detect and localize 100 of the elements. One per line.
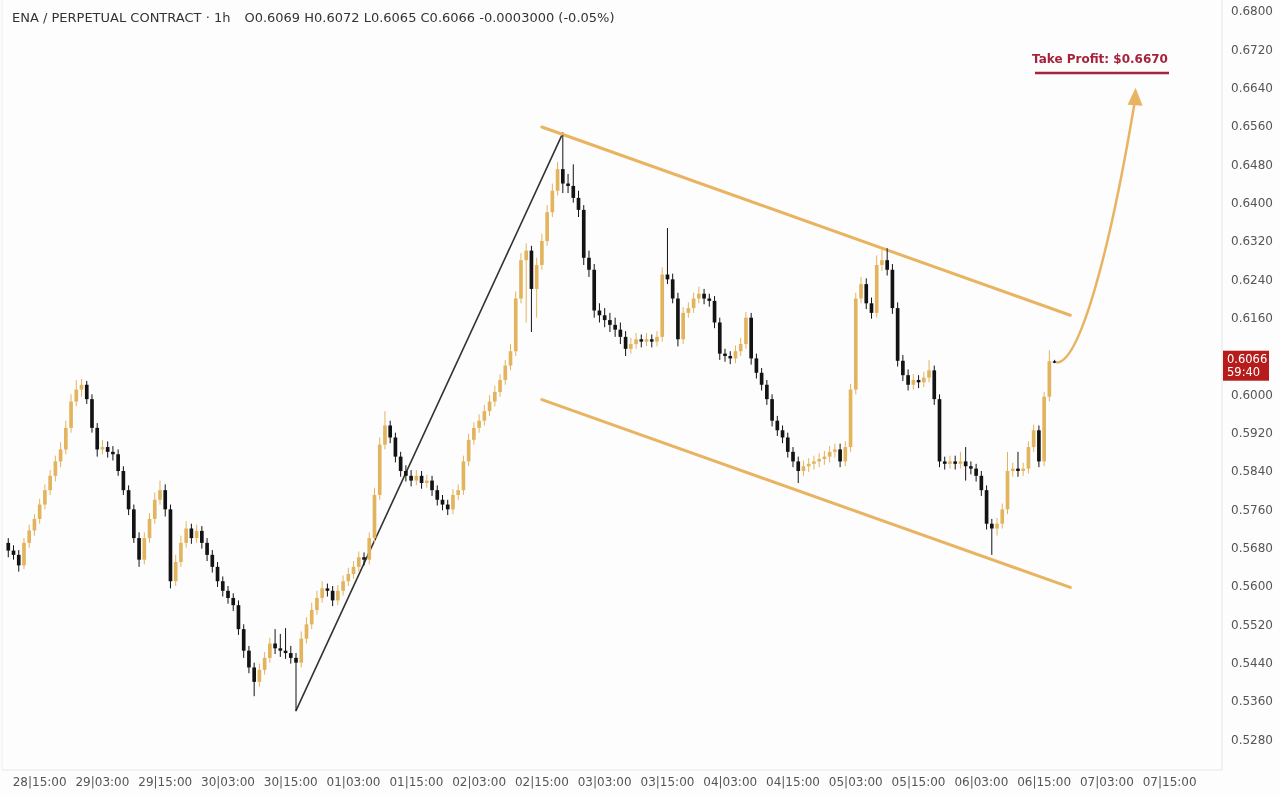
candlestick — [252, 662, 256, 697]
text: O0.6069 H0.6072 L0.6065 C0.6066 -0.0003000 (-0.05%) — [244, 10, 615, 25]
candlestick — [220, 575, 225, 598]
y-tick-label: 0.6560 — [1231, 119, 1273, 134]
candlestick — [571, 163, 576, 204]
text: 0.6066 59:40 — [1227, 351, 1268, 379]
y-tick-label: 0.6000 — [1231, 387, 1273, 402]
candlestick — [843, 440, 848, 467]
x-tick-label: 02|15:00 — [514, 775, 569, 789]
y-tick-label: 0.5360 — [1231, 694, 1273, 709]
candlestick — [158, 480, 162, 506]
y-tick-label: 0.5920 — [1231, 425, 1273, 440]
candlestick — [948, 455, 952, 470]
x-tick-label: 28|15:00 — [12, 775, 67, 789]
candlestick — [179, 535, 183, 568]
candlestick — [137, 531, 141, 568]
candlestick — [205, 537, 209, 562]
candlestick — [383, 410, 387, 450]
candlestick — [833, 443, 837, 459]
y-tick-label: 0.5840 — [1231, 464, 1273, 479]
candlestick — [472, 421, 476, 446]
text: ENA / PERPETUAL CONTRACT · 1h — [12, 10, 231, 25]
candlestick — [864, 277, 869, 310]
candlestick — [315, 590, 319, 616]
candlestick — [670, 273, 675, 304]
candlestick — [48, 469, 52, 496]
candlestick — [63, 420, 68, 455]
y-tick-label: 0.6240 — [1231, 272, 1273, 287]
candlestick — [770, 393, 774, 427]
candlestick — [974, 463, 978, 483]
candlestick — [299, 631, 304, 668]
candlestick — [184, 520, 188, 549]
candlestick — [116, 448, 120, 477]
candlestick — [838, 443, 842, 468]
candlestick — [278, 633, 283, 658]
x-tick-label: 06|03:00 — [954, 775, 1009, 789]
candlestick — [655, 330, 659, 347]
y-tick-label: 0.6720 — [1231, 42, 1273, 57]
x-tick-label: 30|03:00 — [201, 775, 255, 789]
candlestick — [989, 518, 994, 556]
candlestick — [430, 475, 434, 497]
candlestick — [785, 432, 790, 459]
y-tick-label: 0.6320 — [1231, 234, 1273, 249]
candlestick — [268, 637, 272, 664]
candlestick — [498, 373, 502, 398]
x-tick-label: 06|15:00 — [1017, 775, 1072, 789]
candlestick — [173, 554, 178, 587]
candlestick — [152, 492, 157, 525]
candlestick — [503, 359, 508, 386]
candlestick — [142, 531, 147, 565]
candlestick — [587, 250, 591, 278]
candlestick — [163, 483, 168, 518]
x-tick-label: 02|03:00 — [452, 775, 507, 789]
candlestick — [247, 645, 251, 674]
x-tick-label: 07|15:00 — [1142, 775, 1197, 789]
y-tick-label: 0.5280 — [1231, 732, 1273, 747]
candlestick — [200, 525, 204, 550]
x-tick-label: 01|03:00 — [326, 775, 381, 789]
x-tick-label: 03|03:00 — [577, 775, 632, 789]
candlestick — [969, 460, 973, 475]
candlestick — [765, 379, 769, 406]
x-tick-label: 29|03:00 — [75, 775, 130, 789]
candlestick — [738, 337, 743, 357]
candlestick — [16, 549, 21, 573]
candlestick — [226, 585, 230, 605]
y-tick-label: 0.6480 — [1231, 157, 1273, 172]
candlestick — [608, 312, 612, 333]
candlestick — [356, 551, 361, 573]
candlestick — [492, 385, 497, 407]
candlestick — [906, 368, 910, 392]
x-tick-label: 04|15:00 — [766, 775, 820, 789]
candlestick — [812, 455, 816, 471]
candlestick — [634, 332, 638, 350]
candlestick — [27, 524, 32, 549]
candlestick — [241, 623, 246, 659]
y-tick-label: 0.5760 — [1231, 502, 1273, 517]
candlestick — [1000, 503, 1005, 530]
candlestick — [367, 531, 372, 565]
candlestick — [43, 483, 47, 510]
candlestick — [346, 567, 351, 587]
candlestick — [341, 574, 345, 597]
candlestick — [22, 537, 26, 570]
candlestick — [435, 484, 440, 507]
y-tick-label: 0.6400 — [1231, 195, 1273, 210]
candlestick — [540, 233, 544, 271]
candlestick — [6, 537, 11, 558]
candlestick — [927, 359, 931, 383]
candlestick — [404, 464, 408, 483]
x-tick-label: 30|15:00 — [263, 775, 318, 789]
candlestick — [362, 551, 366, 566]
candlestick — [477, 413, 481, 434]
candlestick — [796, 456, 801, 484]
x-tick-label: 29|15:00 — [138, 775, 193, 789]
candlestick — [95, 422, 100, 458]
candlestick — [74, 379, 79, 407]
y-tick-label: 0.6160 — [1231, 310, 1273, 325]
candlestick — [524, 242, 529, 323]
y-tick-label: 0.5600 — [1231, 579, 1273, 594]
candlestick — [388, 420, 393, 444]
y-tick-label: 0.5520 — [1231, 617, 1273, 632]
